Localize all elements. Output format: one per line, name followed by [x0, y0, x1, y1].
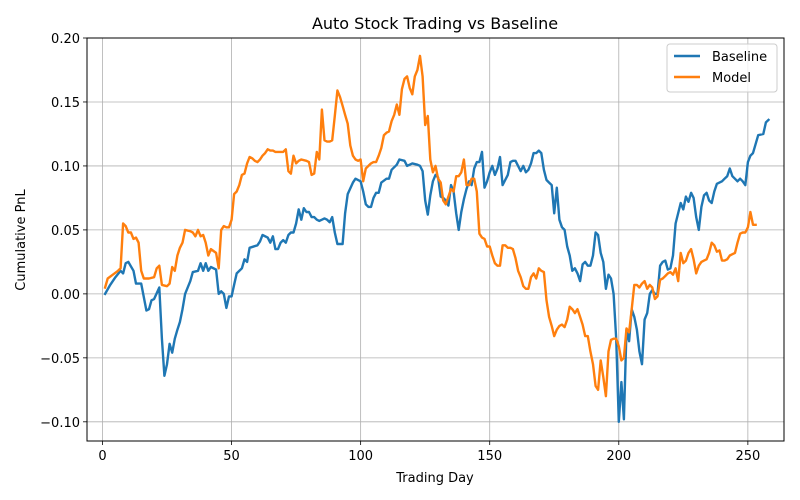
x-axis-label: Trading Day: [395, 471, 474, 486]
y-tick-label: 0.10: [51, 160, 80, 175]
plot-lines: [103, 54, 771, 423]
x-tick-label: 200: [606, 449, 631, 464]
x-tick-label: 100: [348, 449, 373, 464]
y-tick-label: −0.10: [40, 416, 80, 431]
y-tick-label: 0.15: [51, 96, 80, 111]
y-tick-label: −0.05: [40, 352, 80, 367]
y-tick-label: 0.05: [51, 224, 80, 239]
y-tick-label: 0.20: [51, 32, 80, 47]
y-axis-label: Cumulative PnL: [14, 189, 29, 291]
series-line-baseline: [103, 118, 771, 423]
y-tick-label: 0.00: [51, 288, 80, 303]
x-tick-label: 0: [98, 449, 106, 464]
legend: Baseline Model: [666, 43, 778, 93]
x-tick-label: 250: [735, 449, 760, 464]
chart-title: Auto Stock Trading vs Baseline: [312, 14, 558, 33]
x-tick-label: 50: [223, 449, 240, 464]
legend-label-model: Model: [712, 71, 751, 86]
axis-ticks: 0 50 100 150 200 250 −0.10 −0.05 0.00 0.05 0.10 0.1…: [40, 32, 760, 464]
legend-label-baseline: Baseline: [712, 50, 767, 65]
x-tick-label: 150: [477, 449, 502, 464]
series-line-model: [103, 54, 757, 398]
plot-frame: [86, 37, 785, 442]
